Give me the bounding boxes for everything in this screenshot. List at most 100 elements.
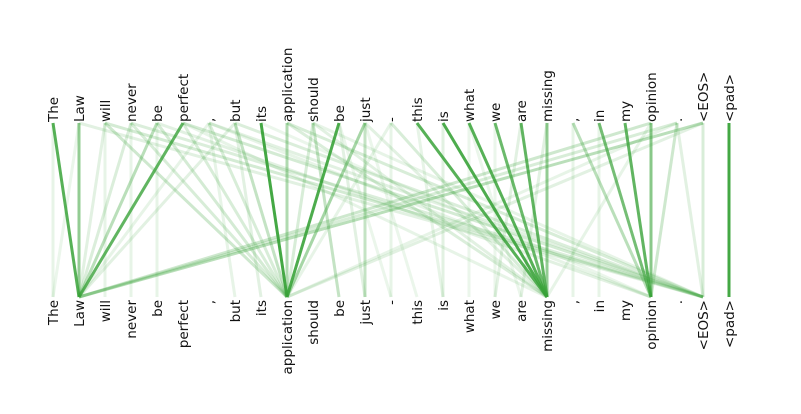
bottom-token-0: The [46, 300, 62, 326]
top-token-18: are [514, 100, 530, 122]
bottom-token-10: should [306, 300, 322, 345]
top-token-26: <pad> [722, 74, 738, 122]
bottom-token-13: - [384, 300, 400, 305]
attention-edge-38 [182, 121, 704, 299]
attention-edge-24 [363, 121, 549, 299]
bottom-token-labels: The Law will never be perfect, but its applicati… [46, 300, 738, 375]
attention-edge-40 [234, 121, 704, 299]
attention-edge-73 [363, 122, 419, 298]
attention-edge-53 [207, 122, 289, 298]
attention-edge-11 [285, 122, 341, 298]
attention-edge-34 [286, 121, 678, 299]
bottom-token-24: . [670, 300, 686, 304]
top-token-labels: The Law will never be perfect, but its applicati… [46, 48, 738, 123]
attention-edge-51 [129, 121, 289, 299]
top-token-12: just [358, 97, 374, 123]
attention-edge-65 [493, 122, 523, 298]
top-token-14: this [410, 97, 426, 122]
attention-edge-19 [467, 122, 549, 298]
attention-edge-43 [78, 121, 704, 299]
bottom-token-18: are [514, 300, 530, 322]
top-token-5: perfect [176, 74, 192, 122]
attention-edge-18 [441, 122, 549, 298]
bottom-token-3: never [124, 300, 140, 339]
top-token-13: - [384, 117, 400, 122]
top-token-8: its [254, 106, 270, 122]
attention-edge-21 [519, 122, 549, 298]
attention-edge-36 [104, 121, 704, 299]
attention-edge-47 [286, 121, 548, 299]
top-token-22: my [618, 101, 634, 122]
bottom-token-6: , [202, 300, 218, 304]
attention-edge-41 [286, 121, 704, 299]
top-token-4: be [150, 105, 166, 122]
attention-edge-54 [233, 122, 289, 298]
attention-edge-48 [312, 121, 548, 299]
top-token-7: but [228, 100, 244, 122]
top-token-6: , [202, 118, 218, 122]
top-token-21: in [592, 110, 608, 122]
attention-edge-45 [208, 121, 652, 299]
attention-edge-35 [545, 122, 653, 298]
attention-edge-3 [77, 122, 133, 298]
attention-edge-33 [286, 121, 704, 299]
attention-edge-49 [182, 121, 548, 299]
bottom-token-22: my [618, 300, 634, 321]
attention-edge-5 [77, 122, 185, 298]
attention-edge-20 [493, 122, 549, 298]
attention-edge-39 [208, 121, 704, 299]
attention-edge-50 [103, 121, 289, 299]
top-token-15: is [436, 111, 452, 122]
attention-edge-76 [51, 122, 81, 298]
attention-edge-29 [649, 122, 679, 298]
attention-edge-6 [77, 122, 211, 298]
attention-edge-10 [285, 122, 315, 298]
bottom-token-26: <pad> [722, 300, 738, 348]
attention-edge-7 [77, 121, 237, 299]
top-token-24: . [670, 118, 686, 122]
bottom-token-8: its [254, 300, 270, 316]
attention-edge-42 [312, 121, 704, 299]
bottom-token-21: in [592, 300, 608, 312]
attention-edge-4 [77, 122, 159, 298]
top-token-10: should [306, 77, 322, 122]
bottom-token-25: <EOS> [696, 300, 712, 350]
bottom-token-4: be [150, 300, 166, 317]
attention-edge-32 [78, 121, 652, 299]
attention-edge-66 [519, 122, 549, 298]
attention-edge-26 [623, 122, 653, 298]
attention-edge-72 [467, 122, 523, 298]
bottom-token-14: this [410, 300, 426, 325]
bottom-token-16: what [462, 300, 478, 333]
top-token-19: missing [540, 70, 556, 122]
bottom-token-5: perfect [176, 300, 192, 348]
attention-edges [51, 121, 731, 299]
bottom-token-2: will [98, 300, 114, 322]
attention-edge-15 [337, 122, 367, 298]
attention-edge-31 [78, 121, 678, 299]
bottom-token-23: opinion [644, 300, 660, 350]
attention-edge-71 [415, 122, 445, 298]
top-token-20: , [566, 118, 582, 122]
attention-edge-8 [259, 122, 289, 298]
attention-edge-28 [571, 122, 653, 298]
top-token-3: never [124, 83, 140, 122]
top-token-9: application [280, 48, 296, 122]
attention-edge-17 [415, 122, 549, 298]
bottom-token-12: just [358, 300, 374, 326]
top-token-2: will [98, 100, 114, 122]
top-token-23: opinion [644, 72, 660, 122]
top-token-16: what [462, 89, 478, 122]
top-token-17: we [488, 103, 504, 122]
attention-edge-25 [597, 122, 653, 298]
attention-edge-60 [233, 122, 263, 298]
top-token-25: <EOS> [696, 72, 712, 122]
attention-edge-37 [130, 121, 704, 299]
bottom-token-17: we [488, 300, 504, 319]
attention-edge-46 [260, 121, 652, 299]
bottom-token-7: but [228, 300, 244, 322]
bottom-token-19: missing [540, 300, 556, 352]
bottom-token-9: application [280, 300, 296, 374]
